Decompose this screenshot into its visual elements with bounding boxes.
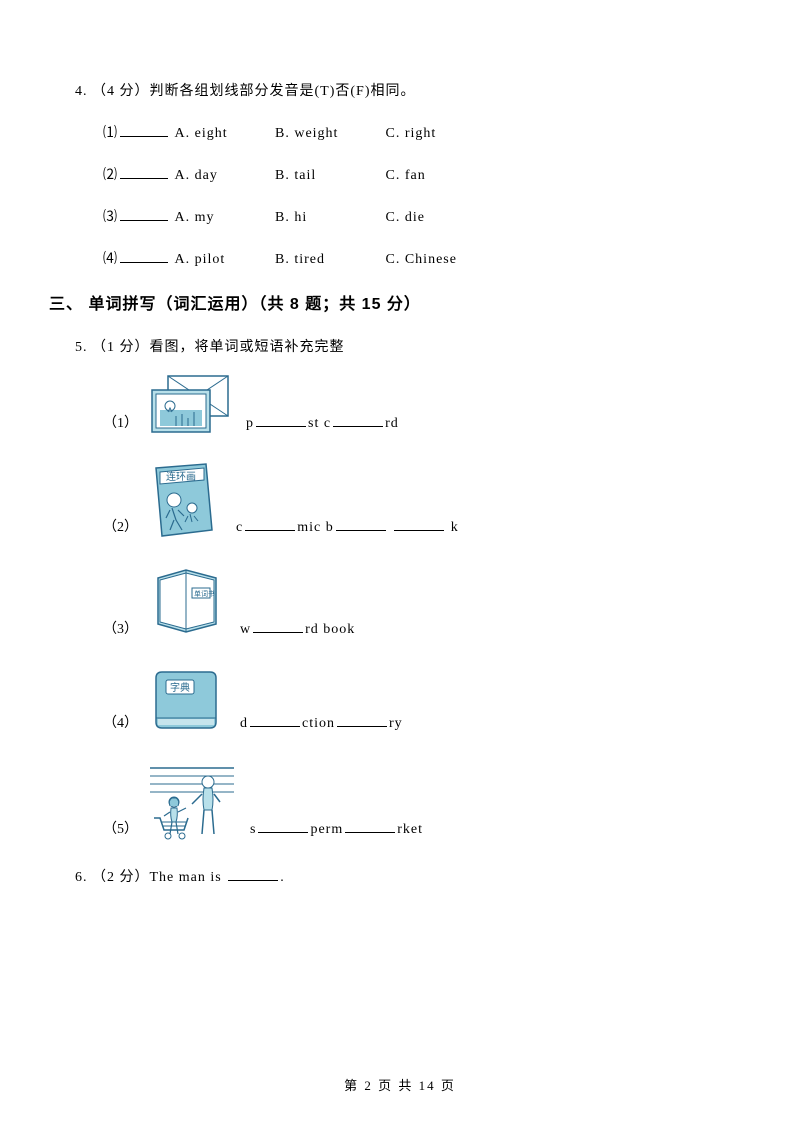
q5-4-n: （4） [103, 712, 138, 732]
q4-4-n: ⑷ [103, 252, 118, 267]
q4-3-n: ⑶ [103, 210, 118, 225]
q4-1-n: ⑴ [103, 126, 118, 141]
q5-1-blank-2[interactable] [333, 413, 383, 427]
q5-2-blank-3[interactable] [394, 517, 444, 531]
q5-2-n: （2） [103, 516, 138, 536]
q5-row-1: （1） pst crd [103, 372, 725, 436]
q5-4-blank-1[interactable] [250, 713, 300, 727]
q4-item-3: ⑶ A. my B. hi C. die [103, 206, 725, 226]
comic-book-icon: 连环画 [146, 460, 224, 540]
q6-blank[interactable] [228, 867, 278, 881]
q4-4-blank[interactable] [120, 249, 168, 263]
q4-3-blank[interactable] [120, 207, 168, 221]
q5-row-4: （4） 字典 dctionry [103, 666, 725, 736]
supermarket-icon [146, 760, 238, 842]
q5-1-blank-1[interactable] [256, 413, 306, 427]
svg-text:连环画: 连环画 [166, 470, 196, 483]
q6-prompt: 6. （2 分）The man is . [75, 866, 725, 886]
q5-1-n: （1） [103, 412, 138, 432]
q5-5-fill: spermrket [250, 819, 423, 838]
q5-5-blank-2[interactable] [345, 819, 395, 833]
page-footer: 第 2 页 共 14 页 [0, 1075, 800, 1094]
q4-2-n: ⑵ [103, 168, 118, 183]
q4-1-a: A. eight [175, 126, 271, 142]
q6-text: 6. （2 分）The man is [75, 870, 226, 885]
q4-4-b: B. tired [275, 252, 381, 268]
q4-2-blank[interactable] [120, 165, 168, 179]
q4-1-blank[interactable] [120, 123, 168, 137]
q4-2-a: A. day [175, 168, 271, 184]
page-content: 4. （4 分）判断各组划线部分发音是(T)否(F)相同。 ⑴ A. eight… [0, 0, 800, 926]
q5-row-2: （2） 连环画 cmic b k [103, 460, 725, 540]
q5-1-fill: pst crd [246, 413, 399, 432]
q5-4-fill: dctionry [240, 713, 403, 732]
postcard-icon [146, 372, 234, 436]
dictionary-icon: 字典 [146, 666, 228, 736]
q5-2-fill: cmic b k [236, 517, 459, 536]
q5-2-blank-1[interactable] [245, 517, 295, 531]
q4-3-c: C. die [386, 210, 425, 226]
q4-3-b: B. hi [275, 210, 381, 226]
q6-suffix: . [280, 870, 285, 885]
q5-row-5: （5） [103, 760, 725, 842]
word-book-icon: 单词书 [146, 564, 228, 642]
q4-4-c: C. Chinese [386, 252, 457, 268]
q4-3-a: A. my [175, 210, 271, 226]
svg-text:字典: 字典 [170, 681, 190, 694]
q5-3-blank-1[interactable] [253, 619, 303, 633]
q5-3-fill: wrd book [240, 619, 355, 638]
svg-text:单词书: 单词书 [194, 589, 215, 598]
q5-row-3: （3） 单词书 wrd book [103, 564, 725, 642]
q4-2-b: B. tail [275, 168, 381, 184]
q5-5-n: （5） [103, 818, 138, 838]
q4-prompt: 4. （4 分）判断各组划线部分发音是(T)否(F)相同。 [75, 80, 725, 100]
q4-2-c: C. fan [386, 168, 426, 184]
q5-prompt: 5. （1 分）看图，将单词或短语补充完整 [75, 336, 725, 356]
q4-1-c: C. right [386, 126, 437, 142]
section-3-heading: 三、 单词拼写（词汇运用）（共 8 题；共 15 分） [49, 290, 725, 314]
q4-item-2: ⑵ A. day B. tail C. fan [103, 164, 725, 184]
q4-1-b: B. weight [275, 126, 381, 142]
q5-3-n: （3） [103, 618, 138, 638]
q5-4-blank-2[interactable] [337, 713, 387, 727]
q4-item-4: ⑷ A. pilot B. tired C. Chinese [103, 248, 725, 268]
q4-item-1: ⑴ A. eight B. weight C. right [103, 122, 725, 142]
q5-2-blank-2[interactable] [336, 517, 386, 531]
q4-4-a: A. pilot [175, 252, 271, 268]
q5-5-blank-1[interactable] [258, 819, 308, 833]
